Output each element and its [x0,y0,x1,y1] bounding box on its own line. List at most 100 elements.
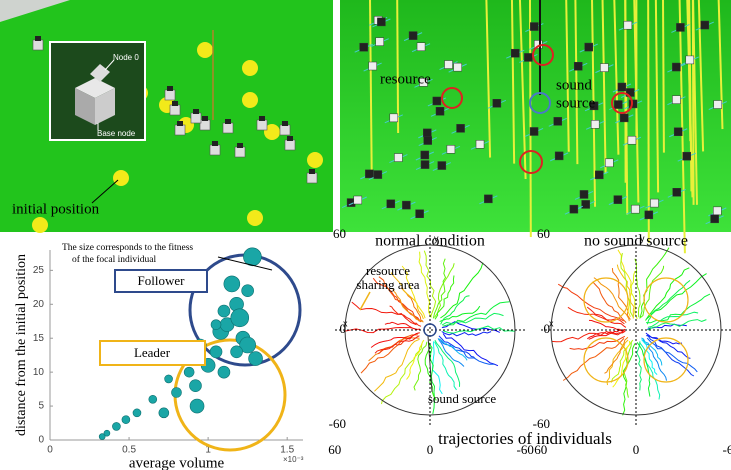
resource-pole [530,0,531,237]
x-tick-label: 0 [633,442,640,457]
robot-head [193,109,199,114]
robot [484,195,492,203]
robot [445,61,453,69]
annotation: sound source [428,391,496,406]
axis-name: y [640,233,645,243]
point [218,305,230,317]
robot [374,171,382,179]
robot [620,114,628,122]
trajectory [442,313,503,325]
y-tick-label: 5 [38,401,44,412]
robot [591,120,599,128]
robot-head [287,136,293,141]
robot [554,117,562,125]
robot [511,49,519,57]
scatter-plot: 051015202500.511.5×10⁻³average volumedis… [14,242,304,470]
robot [631,205,639,213]
robot-head [172,101,178,106]
robot [600,64,608,72]
trajectory [570,336,625,349]
trajectory [393,289,424,322]
inset-label: Node 0 [113,53,139,62]
y-tick-label: 0 [544,321,551,336]
robot [416,210,424,218]
y-tick-label: 25 [33,265,45,276]
y-tick-label: 15 [33,333,45,344]
trajectory [440,263,483,318]
robot [210,145,220,155]
trajectory [637,342,650,396]
trajectory [369,338,420,361]
point [218,366,230,378]
trajectory [563,338,624,380]
robot [436,107,444,115]
robot [595,171,603,179]
y-tick-label: 60 [537,226,550,241]
trajectory [640,266,664,319]
robot [394,154,402,162]
robot [235,147,245,157]
robot [618,83,626,91]
robot [524,53,532,61]
robot [175,125,185,135]
point [184,367,194,377]
robot [433,97,441,105]
robot-head [212,141,218,146]
robot [674,128,682,136]
note-line: The size corresponds to the fitness [62,242,193,253]
robot [365,170,373,178]
resource [113,170,129,186]
trajectory [648,320,707,331]
annotation: sharing area [356,277,419,292]
robot [257,120,267,130]
y-tick-label: -60 [329,416,346,431]
trajectory [568,307,625,324]
x-tick-label: 0 [47,445,53,456]
robot [377,18,385,26]
robot-head [35,36,41,41]
robot-head [177,121,183,126]
robot [714,101,722,109]
robot [673,188,681,196]
robot [307,173,317,183]
annotation: resource [366,263,410,278]
annotation: initial position [12,201,100,217]
robot [555,152,563,160]
robot [402,201,410,209]
point [249,352,263,366]
trajectory [442,332,491,336]
point [112,422,120,430]
x-exponent: ×10⁻³ [283,455,304,464]
robot [493,99,501,107]
robot-head [202,116,208,121]
pointer [360,292,370,310]
robot [360,43,368,51]
y-tick-label: 20 [33,299,45,310]
axis-name: y [434,233,439,243]
robot [628,136,636,144]
point [189,380,201,392]
y-axis-label: distance from the initial position [14,254,29,436]
point [149,395,157,403]
note: The size corresponds to the fitnessof th… [62,242,193,265]
point [190,399,204,413]
robot [280,125,290,135]
group-label: Leader [134,345,171,360]
robot-head [259,116,265,121]
point [210,346,222,358]
trajectory [439,336,476,359]
resource-pole [397,0,398,133]
trajectory [374,339,419,391]
point [165,375,173,383]
robot-head [237,143,243,148]
caption: trajectories of individuals [438,429,612,448]
x-axis-label: average volume [129,455,225,470]
figure: Node 0 Base node initial position resour… [0,0,731,470]
robot [223,123,233,133]
robot [624,21,632,29]
robot [354,196,362,204]
robot-head [309,169,315,174]
trajectory [637,341,642,390]
robot [650,199,658,207]
robot [424,137,432,145]
